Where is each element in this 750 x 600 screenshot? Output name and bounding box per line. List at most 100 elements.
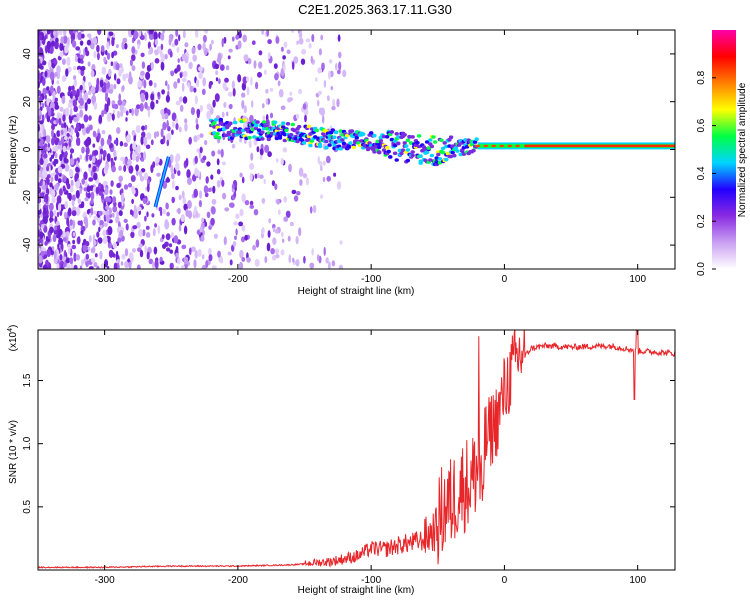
heatmap-noise-cell xyxy=(63,175,67,182)
heatmap-noise-cell xyxy=(66,217,70,227)
heatmap-noise-cell xyxy=(235,228,238,236)
heatmap-trace-cell xyxy=(308,143,313,148)
heatmap-noise-cell xyxy=(259,174,264,179)
heatmap-trace-cell xyxy=(354,136,359,140)
heatmap-trace-cell xyxy=(260,137,265,141)
heatmap-noise-cell xyxy=(136,144,141,154)
heatmap-noise-cell xyxy=(204,192,209,198)
heatmap-trace-cell xyxy=(218,117,223,122)
heatmap-trace-cell xyxy=(396,141,401,146)
heatmap-trace-cell xyxy=(290,122,295,127)
heatmap-noise-cell xyxy=(320,34,324,41)
heatmap-noise-cell xyxy=(317,156,320,165)
heatmap-noise-cell xyxy=(249,114,254,124)
heatmap-noise-cell xyxy=(261,197,266,204)
y-tick-label: 0.5 xyxy=(22,499,33,513)
heatmap-noise-cell xyxy=(127,182,133,188)
heatmap-noise-cell xyxy=(80,201,85,209)
heatmap-noise-cell xyxy=(269,170,273,175)
heatmap-noise-cell xyxy=(147,109,151,118)
heatmap-trace-cell xyxy=(447,144,452,148)
heatmap-noise-cell xyxy=(98,182,102,189)
heatmap-noise-cell xyxy=(196,110,200,119)
heatmap-noise-cell xyxy=(171,129,174,135)
heatmap-noise-cell xyxy=(93,101,98,110)
heatmap-trace-cell xyxy=(247,135,252,140)
heatmap-noise-cell xyxy=(89,124,93,131)
heatmap-noise-cell xyxy=(166,211,170,217)
heatmap-noise-cell xyxy=(67,247,71,255)
heatmap-noise-cell xyxy=(68,30,74,36)
heatmap-noise-cell xyxy=(281,46,284,52)
heatmap-noise-cell xyxy=(54,71,58,77)
x-tick-label: 0 xyxy=(502,575,508,586)
heatmap-noise-cell xyxy=(122,75,127,81)
heatmap-trace-cell xyxy=(332,135,337,140)
heatmap-noise-cell xyxy=(311,248,315,256)
snr-y-ticks: 0.5 1.0 1.5 xyxy=(22,373,675,514)
heatmap-noise-cell xyxy=(57,228,63,236)
heatmap-noise-cell xyxy=(78,48,81,55)
heatmap-noise-cell xyxy=(267,230,271,238)
heatmap-trace-cell xyxy=(381,134,387,139)
heatmap-noise-cell xyxy=(91,94,97,104)
heatmap-noise-cell xyxy=(165,202,169,210)
heatmap-noise-cell xyxy=(181,244,187,250)
heatmap-noise-cell xyxy=(107,197,112,203)
heatmap-trace-cell xyxy=(263,124,268,128)
heatmap-noise-cell xyxy=(151,213,155,218)
heatmap-trace-cell xyxy=(345,133,350,138)
heatmap-noise-cell xyxy=(69,148,75,154)
heatmap-trace-cell xyxy=(456,143,462,147)
heatmap-noise-cell xyxy=(262,115,266,122)
heatmap-noise-cell xyxy=(76,160,79,169)
heatmap-noise-cell xyxy=(127,158,132,167)
heatmap-noise-cell xyxy=(138,228,143,237)
heatmap-trace-cell xyxy=(399,151,404,156)
heatmap-noise-cell xyxy=(166,132,172,142)
heatmap-noise-cell xyxy=(274,248,280,255)
heatmap-noise-cell xyxy=(181,53,187,62)
heatmap-noise-cell xyxy=(55,37,59,43)
heatmap-noise-cell xyxy=(41,60,47,66)
x-tick-label: -100 xyxy=(361,575,381,586)
heatmap-noise-cell xyxy=(156,131,160,137)
heatmap-noise-cell xyxy=(57,145,62,150)
heatmap-noise-cell xyxy=(139,175,145,182)
heatmap-trace-cell xyxy=(260,130,265,135)
heatmap-noise-cell xyxy=(185,157,189,167)
heatmap-trace-cell xyxy=(431,135,436,139)
heatmap-noise-cell xyxy=(62,145,67,153)
heatmap-noise-cell xyxy=(116,259,121,264)
heatmap-noise-cell xyxy=(64,200,69,209)
heatmap-noise-cell xyxy=(132,142,137,151)
heatmap-noise-cell xyxy=(280,249,285,256)
x-tick-label: -200 xyxy=(228,575,248,586)
heatmap-noise-cell xyxy=(179,104,184,112)
heatmap-noise-cell xyxy=(71,210,77,217)
heatmap-noise-cell xyxy=(325,257,329,264)
heatmap-noise-cell xyxy=(291,30,294,33)
heatmap-noise-cell xyxy=(102,210,107,215)
heatmap-noise-cell xyxy=(242,34,247,43)
heatmap-trace-cell xyxy=(289,133,294,137)
heatmap-noise-cell xyxy=(235,213,240,220)
heatmap-noise-cell xyxy=(51,63,56,69)
heatmap-trace-cell xyxy=(377,150,382,154)
heatmap-noise-cell xyxy=(175,118,179,124)
heatmap-noise-cell xyxy=(194,250,198,259)
heatmap-noise-cell xyxy=(96,159,101,166)
heatmap-noise-cell xyxy=(266,242,271,252)
heatmap-noise-cell xyxy=(157,225,161,235)
heatmap-trace-cell xyxy=(261,126,267,131)
heatmap-noise-cell xyxy=(194,95,198,105)
heatmap-noise-cell xyxy=(141,125,146,131)
heatmap-trace-cell xyxy=(353,139,358,143)
heatmap-trace-cell xyxy=(396,135,401,139)
heatmap-noise-cell xyxy=(83,92,89,101)
heatmap-noise-cell xyxy=(107,226,113,236)
heatmap-noise-cell xyxy=(69,117,73,124)
heatmap-noise-cell xyxy=(182,30,186,39)
heatmap-trace-cell xyxy=(317,142,323,147)
